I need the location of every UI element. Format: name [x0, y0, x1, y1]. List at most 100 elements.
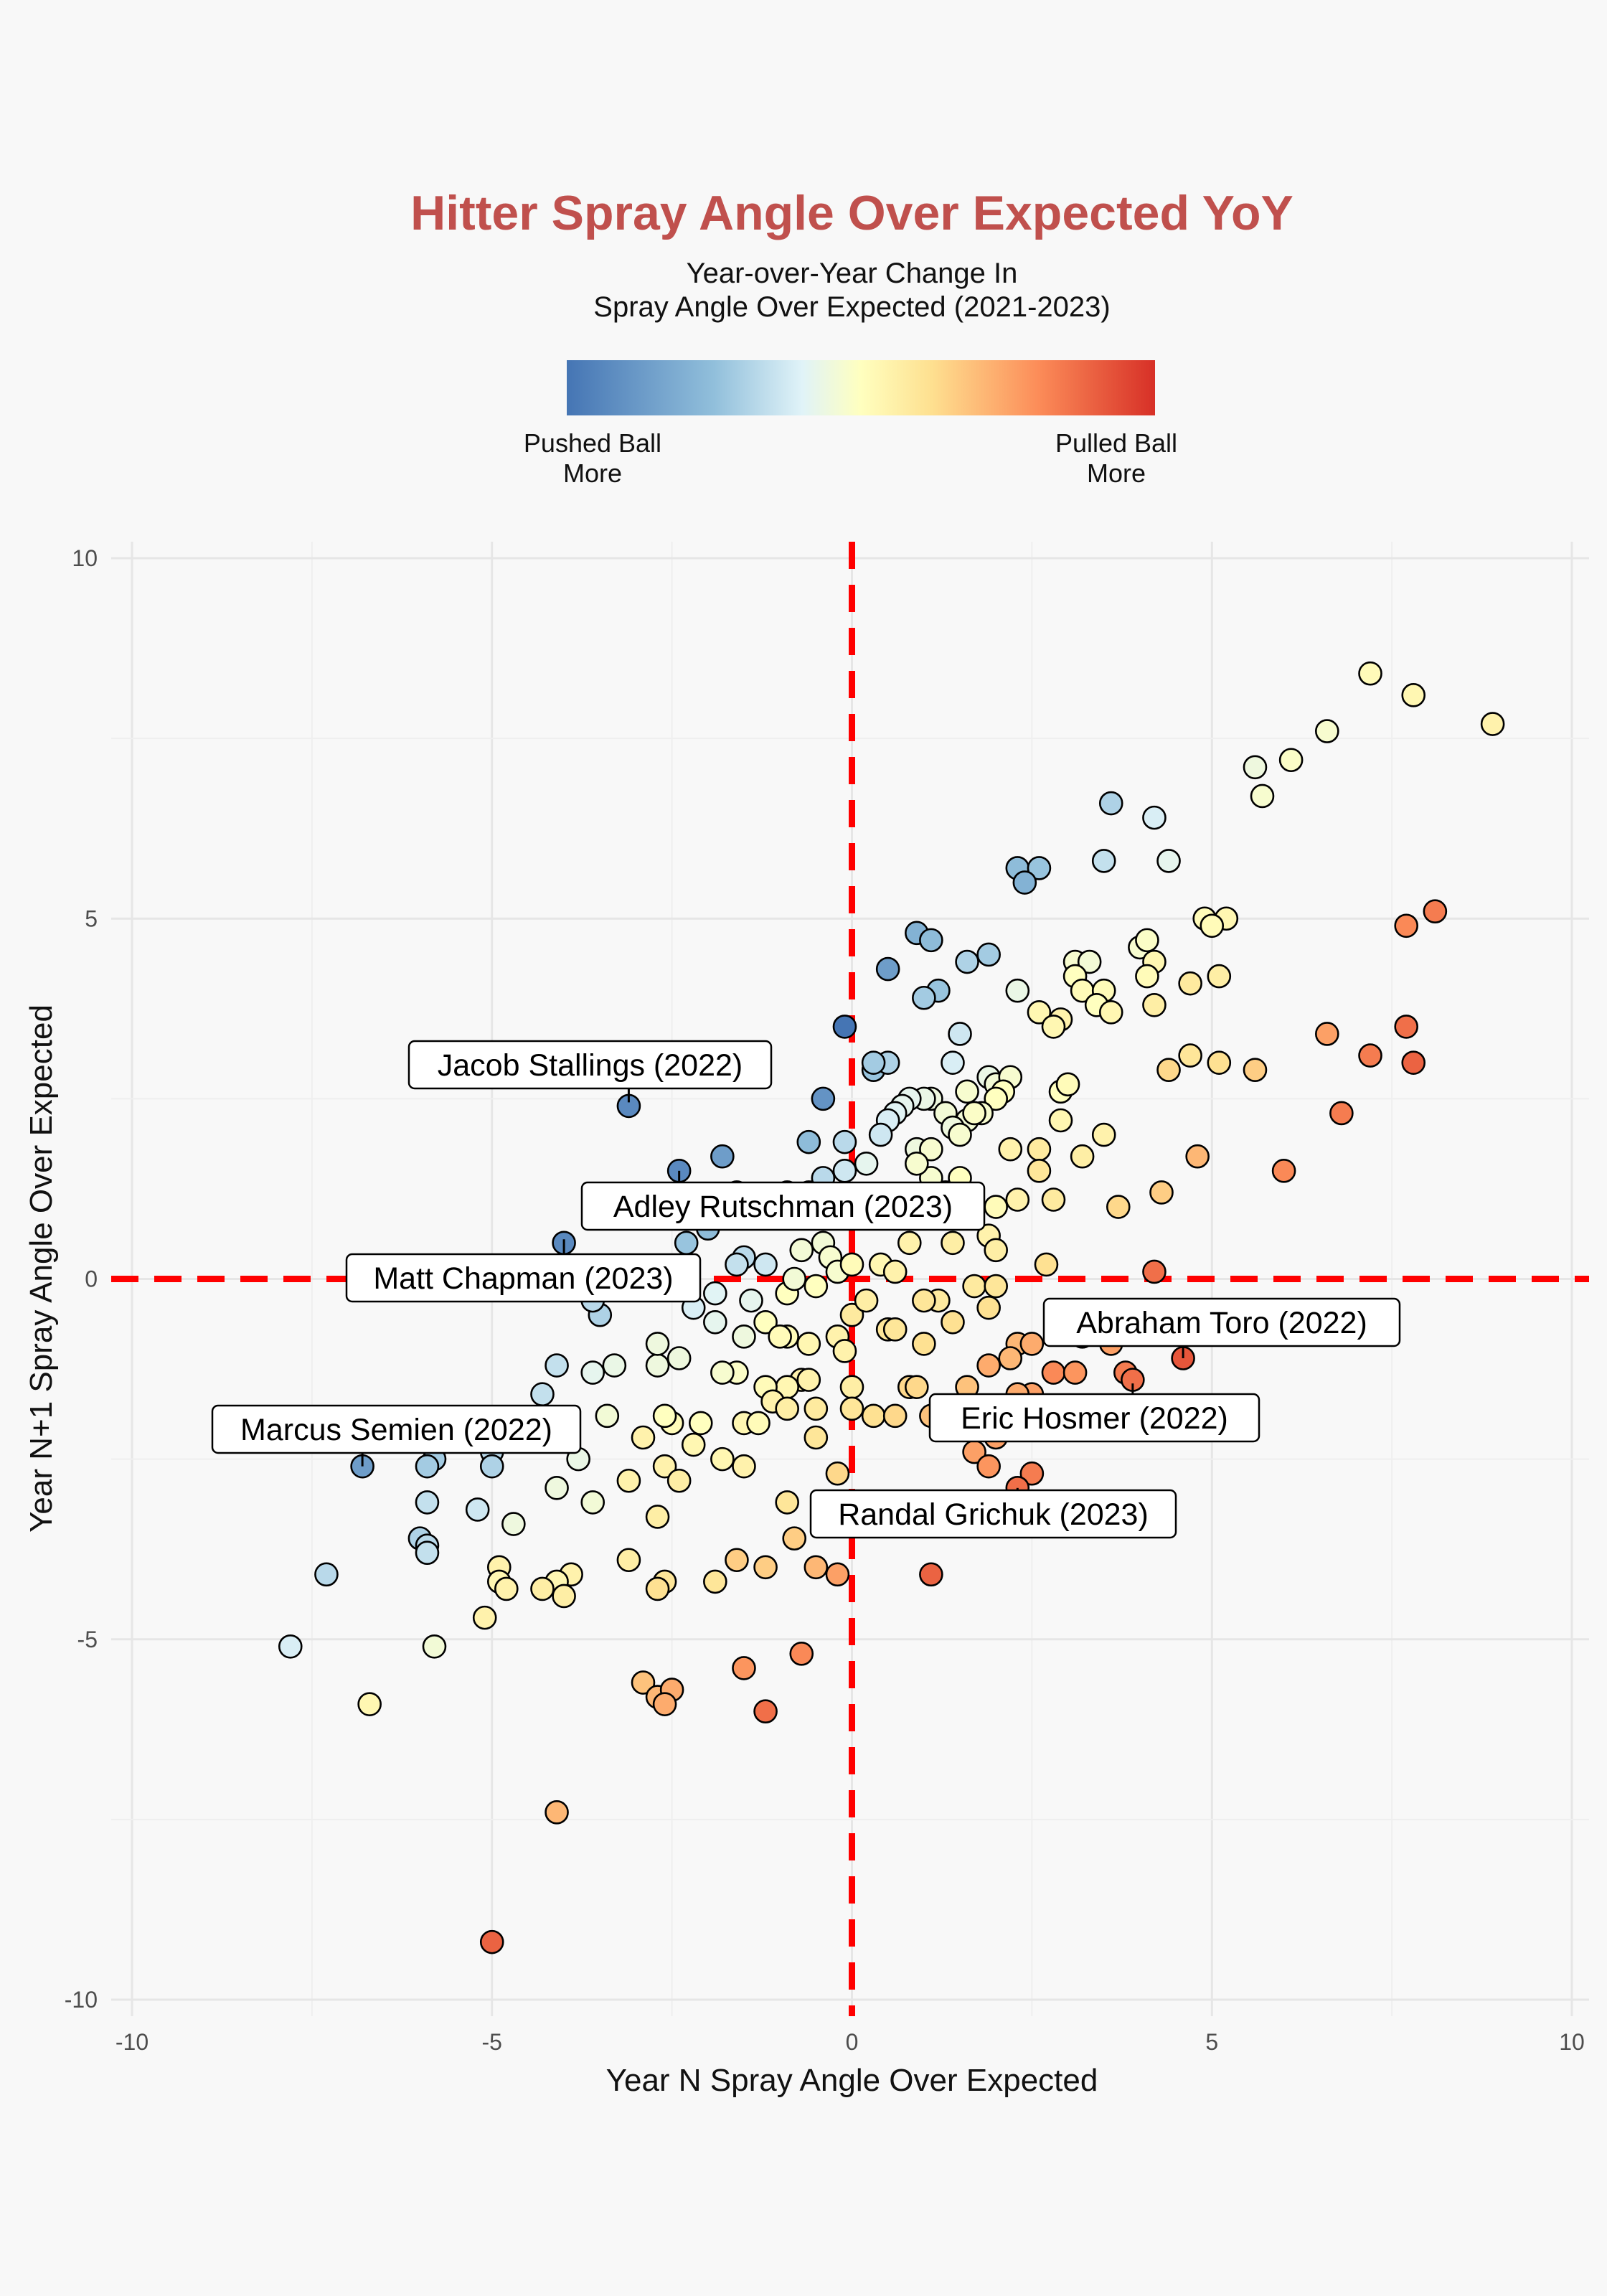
scatter-point	[832, 1339, 857, 1363]
scatter-point	[984, 1274, 1008, 1299]
scatter-point	[1106, 1195, 1131, 1219]
scatter-point	[1142, 992, 1167, 1017]
scatter-point	[1098, 1000, 1123, 1025]
annotation-box	[1042, 1297, 1401, 1347]
scatter-point	[839, 1252, 864, 1277]
scatter-point	[688, 1411, 713, 1436]
scatter-point	[1480, 712, 1505, 736]
annotation-box	[211, 1404, 582, 1454]
scatter-point	[1358, 661, 1382, 686]
annotation-label: Randal Grichuk (2023)	[838, 1497, 1149, 1532]
scatter-point	[839, 1302, 864, 1327]
scatter-point	[703, 1309, 727, 1335]
colorbar-left-label-line-2: More	[562, 458, 623, 488]
annotation-label: Matt Chapman (2023)	[373, 1261, 673, 1296]
scatter-point	[1027, 1000, 1052, 1025]
subtitle-line-1: Year-over-Year Change In	[686, 258, 1018, 289]
scatter-point	[1271, 1159, 1296, 1183]
x-tick-label: 10	[1559, 2029, 1585, 2055]
scatter-point	[1149, 1180, 1174, 1205]
scatter-point	[789, 1238, 814, 1263]
scatter-point	[1156, 1058, 1181, 1082]
scatter-point	[1027, 856, 1052, 880]
scatter-point	[753, 1555, 778, 1580]
scatter-point	[746, 1411, 770, 1436]
scatter-point	[912, 1288, 936, 1313]
scatter-point	[631, 1670, 656, 1695]
scatter-point	[732, 1325, 756, 1349]
scatter-point	[1243, 755, 1268, 780]
scatter-point	[595, 1403, 620, 1429]
scatter-point	[825, 1461, 850, 1486]
scatter-point	[782, 1266, 807, 1292]
annotation-box	[809, 1489, 1177, 1539]
scatter-point	[941, 1231, 965, 1256]
scatter-point	[919, 1137, 943, 1162]
subtitle-line-2: Spray Angle Over Expected (2021-2023)	[593, 291, 1111, 323]
scatter-point	[789, 1642, 814, 1666]
scatter-point	[1156, 849, 1181, 873]
scatter-point	[955, 949, 979, 974]
colorbar-left-label: Pushed Ball More	[485, 428, 700, 489]
scatter-point	[602, 1353, 627, 1378]
scatter-point	[1401, 683, 1426, 707]
scatter-point	[645, 1505, 670, 1529]
scatter-point	[832, 1015, 857, 1039]
scatter-point	[415, 1490, 440, 1515]
scatter-point	[1207, 964, 1232, 989]
annotation-box	[345, 1253, 702, 1303]
scatter-point	[710, 1360, 735, 1385]
scatter-point	[941, 1309, 965, 1335]
annotation-label: Marcus Semien (2022)	[240, 1413, 552, 1447]
scatter-point	[1200, 913, 1225, 938]
scatter-point	[1027, 1137, 1052, 1162]
scatter-point	[768, 1325, 792, 1349]
scatter-point	[645, 1353, 670, 1378]
colorbar-left-label-line-1: Pushed Ball	[523, 428, 662, 458]
scatter-point	[861, 1403, 886, 1429]
scatter-point	[976, 942, 1001, 967]
scatter-point	[725, 1548, 749, 1573]
scatter-point	[1394, 1015, 1418, 1039]
scatter-point	[1135, 964, 1159, 989]
scatter-point	[905, 1375, 929, 1399]
scatter-point	[948, 1122, 972, 1147]
x-tick-label: 0	[846, 2029, 859, 2055]
y-tick-label: -5	[77, 1627, 98, 1652]
scatter-point	[422, 1634, 447, 1659]
scatter-point	[825, 1562, 850, 1587]
reference-lines	[111, 542, 1589, 2016]
annotations: Jacob Stallings (2022) Adley Rutschman (2…	[211, 1040, 1401, 1539]
scatter-point	[1207, 1050, 1232, 1075]
scatter-point	[666, 1468, 692, 1493]
scatter-point	[415, 1454, 440, 1479]
scatter-point	[1185, 1144, 1210, 1169]
annotation-label: Adley Rutschman (2023)	[613, 1190, 953, 1224]
annotation-label: Abraham Toro (2022)	[1076, 1306, 1367, 1340]
colorbar-gradient	[567, 360, 1155, 415]
scatter-point	[725, 1252, 749, 1277]
scatter-point	[616, 1468, 641, 1493]
scatter-point	[1315, 1022, 1339, 1046]
scatter-point	[905, 1151, 929, 1176]
scatter-point	[811, 1086, 836, 1111]
scatter-point	[962, 1274, 986, 1299]
scatter-point	[1401, 1050, 1426, 1075]
scatter-point	[465, 1497, 490, 1522]
scatter-point	[998, 1346, 1023, 1370]
scatter-point	[1005, 1187, 1030, 1212]
scatter-point	[1178, 971, 1202, 996]
scatter-point	[681, 1432, 706, 1457]
scatter-point	[984, 1086, 1008, 1111]
scatter-point	[1041, 1015, 1066, 1039]
scatter-point	[832, 1159, 857, 1183]
scatter-point	[804, 1396, 829, 1421]
scatter-point	[501, 1512, 526, 1536]
y-axis-title: Year N+1 Spray Angle Over Expected	[24, 1004, 59, 1533]
scatter-point	[652, 1454, 677, 1479]
scatter-point	[314, 1562, 339, 1587]
scatter-point	[1048, 1108, 1073, 1133]
scatter-point	[580, 1360, 605, 1385]
scatter-point	[545, 1353, 569, 1378]
scatter-point	[645, 1576, 670, 1601]
